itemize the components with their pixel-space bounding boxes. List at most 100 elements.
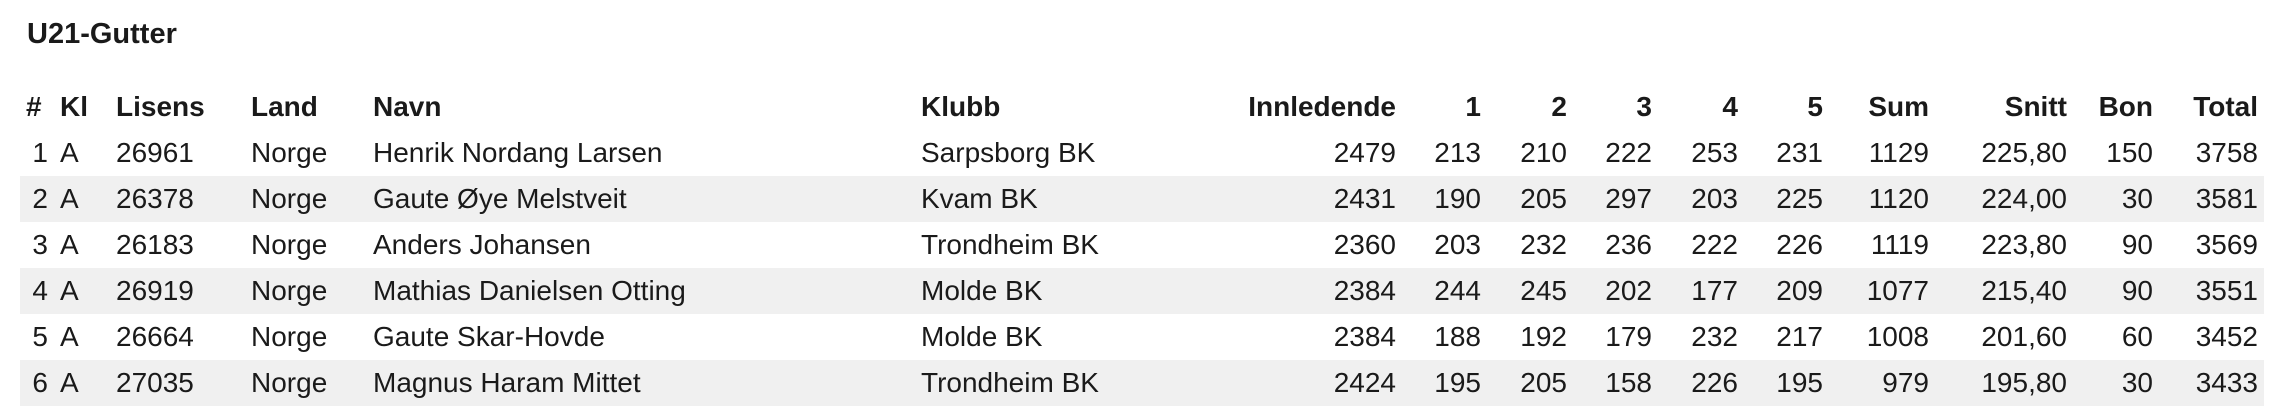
cell-klubb: Trondheim BK xyxy=(915,360,1215,406)
table-row: 1 A 26961 Norge Henrik Nordang Larsen Sa… xyxy=(20,130,2264,176)
cell-game-4: 177 xyxy=(1658,268,1744,314)
cell-game-3: 179 xyxy=(1605,321,1652,352)
cell-rank: 3 xyxy=(32,229,48,260)
header-klubb: Klubb xyxy=(921,91,1001,122)
cell-bon: 90 xyxy=(2073,268,2159,314)
cell-innledende: 2479 xyxy=(1333,137,1396,168)
cell-game-1: 203 xyxy=(1434,229,1481,260)
header-game-4: 4 xyxy=(1722,91,1738,122)
cell-sum: 1129 xyxy=(1868,137,1929,168)
cell-land: Norge xyxy=(245,268,367,314)
cell-game-4: 203 xyxy=(1658,176,1744,222)
cell-game-2: 210 xyxy=(1520,137,1567,168)
cell-lisens: 26378 xyxy=(110,176,245,222)
cell-game-5: 217 xyxy=(1776,321,1823,352)
cell-rank: 2 xyxy=(20,176,54,222)
cell-bon: 150 xyxy=(2106,137,2153,168)
cell-bon: 90 xyxy=(2121,229,2153,260)
cell-game-1: 244 xyxy=(1402,268,1487,314)
cell-klubb: Sarpsborg BK xyxy=(921,137,1096,168)
cell-klubb: Trondheim BK xyxy=(921,229,1099,260)
cell-bon: 30 xyxy=(2073,176,2159,222)
cell-game-1: 195 xyxy=(1402,360,1487,406)
cell-innledende: 2384 xyxy=(1215,268,1402,314)
cell-lisens: 26961 xyxy=(116,137,194,168)
cell-navn: Mathias Danielsen Otting xyxy=(367,268,915,314)
header-lisens: Lisens xyxy=(116,91,205,122)
cell-kl: A xyxy=(60,229,79,260)
cell-sum: 1119 xyxy=(1870,229,1929,260)
results-table: # Kl Lisens Land Navn Klubb Innledende 1… xyxy=(20,84,2264,406)
header-sum: Sum xyxy=(1868,91,1929,122)
cell-navn: Magnus Haram Mittet xyxy=(367,360,915,406)
table-row: 5 A 26664 Norge Gaute Skar-Hovde Molde B… xyxy=(20,314,2264,360)
cell-innledende: 2424 xyxy=(1215,360,1402,406)
cell-total: 3758 xyxy=(2195,137,2258,168)
cell-game-3: 202 xyxy=(1573,268,1658,314)
cell-snitt: 224,00 xyxy=(1935,176,2073,222)
cell-game-4: 253 xyxy=(1691,137,1738,168)
header-game-1: 1 xyxy=(1465,91,1481,122)
cell-navn: Anders Johansen xyxy=(373,229,591,260)
cell-bon: 30 xyxy=(2073,360,2159,406)
cell-game-5: 231 xyxy=(1776,137,1823,168)
cell-kl: A xyxy=(60,137,79,168)
cell-lisens: 26664 xyxy=(116,321,194,352)
cell-snitt: 225,80 xyxy=(1981,137,2067,168)
cell-land: Norge xyxy=(251,229,328,260)
cell-game-5: 226 xyxy=(1776,229,1823,260)
cell-sum: 1008 xyxy=(1866,321,1929,352)
header-snitt: Snitt xyxy=(2004,91,2067,122)
cell-kl: A xyxy=(60,321,79,352)
cell-rank: 6 xyxy=(20,360,54,406)
cell-game-5: 209 xyxy=(1744,268,1829,314)
cell-snitt: 215,40 xyxy=(1935,268,2073,314)
cell-game-2: 245 xyxy=(1487,268,1573,314)
header-land: Land xyxy=(251,91,318,122)
cell-navn: Gaute Øye Melstveit xyxy=(367,176,915,222)
cell-kl: A xyxy=(54,176,110,222)
cell-rank: 5 xyxy=(32,321,48,352)
section-title: U21-Gutter xyxy=(27,18,177,50)
cell-sum: 1120 xyxy=(1829,176,1935,222)
cell-total: 3551 xyxy=(2159,268,2264,314)
cell-lisens: 26919 xyxy=(110,268,245,314)
table-row: 4 A 26919 Norge Mathias Danielsen Otting… xyxy=(20,268,2264,314)
cell-game-2: 192 xyxy=(1520,321,1567,352)
table-row: 2 A 26378 Norge Gaute Øye Melstveit Kvam… xyxy=(20,176,2264,222)
cell-game-3: 158 xyxy=(1573,360,1658,406)
cell-game-4: 232 xyxy=(1691,321,1738,352)
header-row: # Kl Lisens Land Navn Klubb Innledende 1… xyxy=(20,84,2264,130)
header-game-3: 3 xyxy=(1636,91,1652,122)
cell-total: 3433 xyxy=(2159,360,2264,406)
cell-game-2: 205 xyxy=(1487,176,1573,222)
cell-kl: A xyxy=(54,268,110,314)
cell-land: Norge xyxy=(251,137,328,168)
cell-innledende: 2384 xyxy=(1333,321,1396,352)
cell-total: 3569 xyxy=(2195,229,2258,260)
cell-game-1: 213 xyxy=(1434,137,1481,168)
header-innledende: Innledende xyxy=(1248,91,1396,122)
table-row: 3 A 26183 Norge Anders Johansen Trondhei… xyxy=(20,222,2264,268)
cell-game-2: 205 xyxy=(1487,360,1573,406)
cell-land: Norge xyxy=(251,321,328,352)
cell-game-2: 232 xyxy=(1520,229,1567,260)
header-game-5: 5 xyxy=(1807,91,1823,122)
cell-land: Norge xyxy=(245,360,367,406)
cell-innledende: 2431 xyxy=(1215,176,1402,222)
cell-lisens: 27035 xyxy=(110,360,245,406)
header-total: Total xyxy=(2193,91,2258,122)
cell-game-4: 222 xyxy=(1691,229,1738,260)
cell-bon: 60 xyxy=(2121,321,2153,352)
cell-snitt: 201,60 xyxy=(1981,321,2067,352)
cell-navn: Henrik Nordang Larsen xyxy=(373,137,663,168)
cell-innledende: 2360 xyxy=(1333,229,1396,260)
cell-game-3: 222 xyxy=(1605,137,1652,168)
cell-klubb: Molde BK xyxy=(921,321,1043,352)
cell-game-4: 226 xyxy=(1658,360,1744,406)
cell-kl: A xyxy=(54,360,110,406)
cell-navn: Gaute Skar-Hovde xyxy=(373,321,605,352)
cell-game-3: 297 xyxy=(1573,176,1658,222)
header-kl: Kl xyxy=(60,91,88,122)
